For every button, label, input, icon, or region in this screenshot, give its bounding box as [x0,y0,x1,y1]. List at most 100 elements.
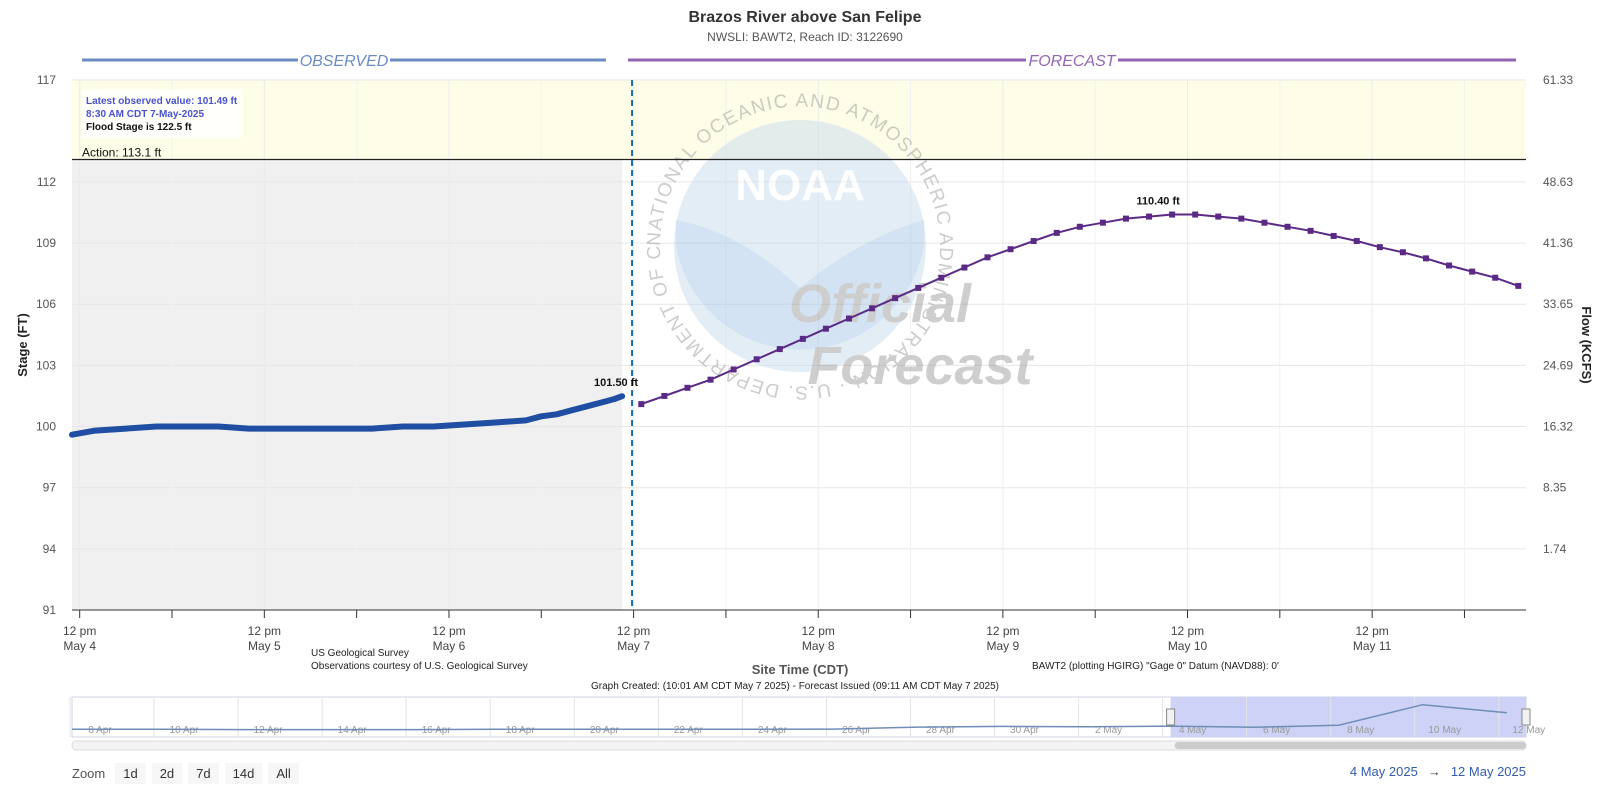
observed-point [184,424,190,430]
x-tick-label-time: 12 pm [1355,624,1388,638]
navigator-date-label: 12 May [1512,725,1545,736]
forecast-point [1192,211,1199,218]
y-tick-label: 91 [43,603,57,617]
zoom-controls: Zoom 1d 2d 7d 14d All [72,762,299,784]
forecast-point [1307,227,1314,234]
x-axis-label: Site Time (CDT) [752,662,849,677]
forecast-point [638,401,645,408]
forecast-point [1353,238,1360,245]
observed-point [461,422,467,427]
forecast-point [1284,223,1291,230]
zoom-7d-button[interactable]: 7d [188,762,219,784]
x-tick-label-date: May 8 [802,639,835,653]
forecast-point [1099,219,1106,226]
range-to-date[interactable]: 12 May 2025 [1450,764,1526,779]
y-tick-label: 97 [43,481,57,495]
zoom-2d-button[interactable]: 2d [151,762,183,784]
zoom-label: Zoom [72,765,106,781]
forecast-point [1446,262,1453,269]
zoom-all-button[interactable]: All [268,762,299,784]
x-tick-label-time: 12 pm [63,624,96,638]
y2-tick-label: 24.69 [1543,358,1573,372]
navigator-selection[interactable] [1170,697,1526,737]
forecast-point [915,284,922,291]
y-axis-label: Stage (FT) [15,313,30,377]
forecast-point [984,254,991,261]
zoom-1d-button[interactable]: 1d [115,762,146,784]
forecast-point [730,366,737,373]
forecast-point [961,264,968,271]
observed-point [246,426,252,432]
forecast-point [938,274,945,281]
observed-point [338,426,344,432]
watermark-forecast: Forecast [807,336,1034,396]
observed-point [584,403,590,409]
noaa-bird-shape [676,220,924,350]
navigator-date-label: 2 May [1095,725,1122,736]
forecast-point [1146,213,1153,220]
navigator-date-label: 16 Apr [422,725,452,736]
x-tick-label-date: May 7 [617,639,650,653]
forecast-point [776,346,783,353]
observed-last-label: 101.50 ft [594,377,638,389]
observed-point [600,399,606,405]
forecast-point [1215,213,1222,220]
credit-datum: BAWT2 (plotting HGIRG) "Gage 0" Datum (N… [1032,661,1279,672]
observed-point [492,419,498,425]
info-box [82,90,242,138]
observed-point [307,426,313,432]
y-tick-label: 106 [36,297,56,311]
forecast-point [869,305,876,312]
forecast-point [1030,238,1037,245]
forecast-point [661,392,668,399]
navigator-date-label: 6 May [1263,725,1290,736]
forecast-point [1053,229,1060,236]
navigator-date-label: 8 May [1347,725,1374,736]
forecast-point [1422,255,1429,262]
navigator-date-label: 4 May [1179,725,1206,736]
navigator-date-label: 22 Apr [674,725,704,736]
y2-tick-label: 41.36 [1543,236,1573,250]
forecast-point [684,384,691,391]
forecast-section-label: FORECAST [1028,53,1116,70]
range-from-date[interactable]: 4 May 2025 [1349,764,1418,779]
y-tick-label: 103 [36,358,56,372]
credit-created: Graph Created: (10:01 AM CDT May 7 2025)… [591,681,999,692]
navigator-left-handle[interactable] [1166,708,1176,726]
x-tick-label-date: May 4 [63,639,96,653]
y-tick-label: 117 [37,73,56,87]
forecast-point [846,315,853,322]
observed-point [154,424,160,430]
y2-tick-label: 48.63 [1543,175,1573,189]
y-tick-label: 94 [43,542,57,556]
forecast-point [1376,244,1383,251]
navigator-right-handle[interactable] [1521,708,1531,726]
observed-shading [72,80,623,610]
forecast-point [1238,215,1245,222]
forecast-point [753,356,760,363]
forecast-point [1122,215,1129,222]
navigator-scrollbar-thumb[interactable] [1174,742,1526,749]
navigator-date-label: 30 Apr [1010,725,1040,736]
observed-point [611,396,617,402]
date-range-readout: 4 May 2025 → 12 May 2025 [1350,764,1526,779]
observed-point [369,426,375,432]
range-arrow-icon: → [1427,764,1441,779]
observed-section-label: OBSERVED [300,53,389,70]
flow-axis: 1.74 8.35 16.32 24.69 33.65 41.36 48.63 61.33 [1543,73,1573,556]
observed-point [69,432,75,438]
range-navigator[interactable]: 8 Apr 10 Apr 12 Apr 14 Apr 16 Apr 18 Apr 20 Ap… [69,696,1545,751]
forecast-point [1492,274,1499,281]
chart-title: Brazos River above San Felipe [689,9,922,26]
y2-axis-label: Flow (KCFS) [1579,306,1594,383]
zoom-14d-button[interactable]: 14d [224,762,263,784]
forecast-point [822,325,829,332]
navigator-date-label: 14 Apr [338,725,368,736]
x-tick-label-time: 12 pm [986,624,1019,638]
forecast-point [1469,268,1476,275]
navigator-date-label: 24 Apr [758,725,788,736]
forecast-point [799,335,806,342]
observed-point [431,424,437,430]
